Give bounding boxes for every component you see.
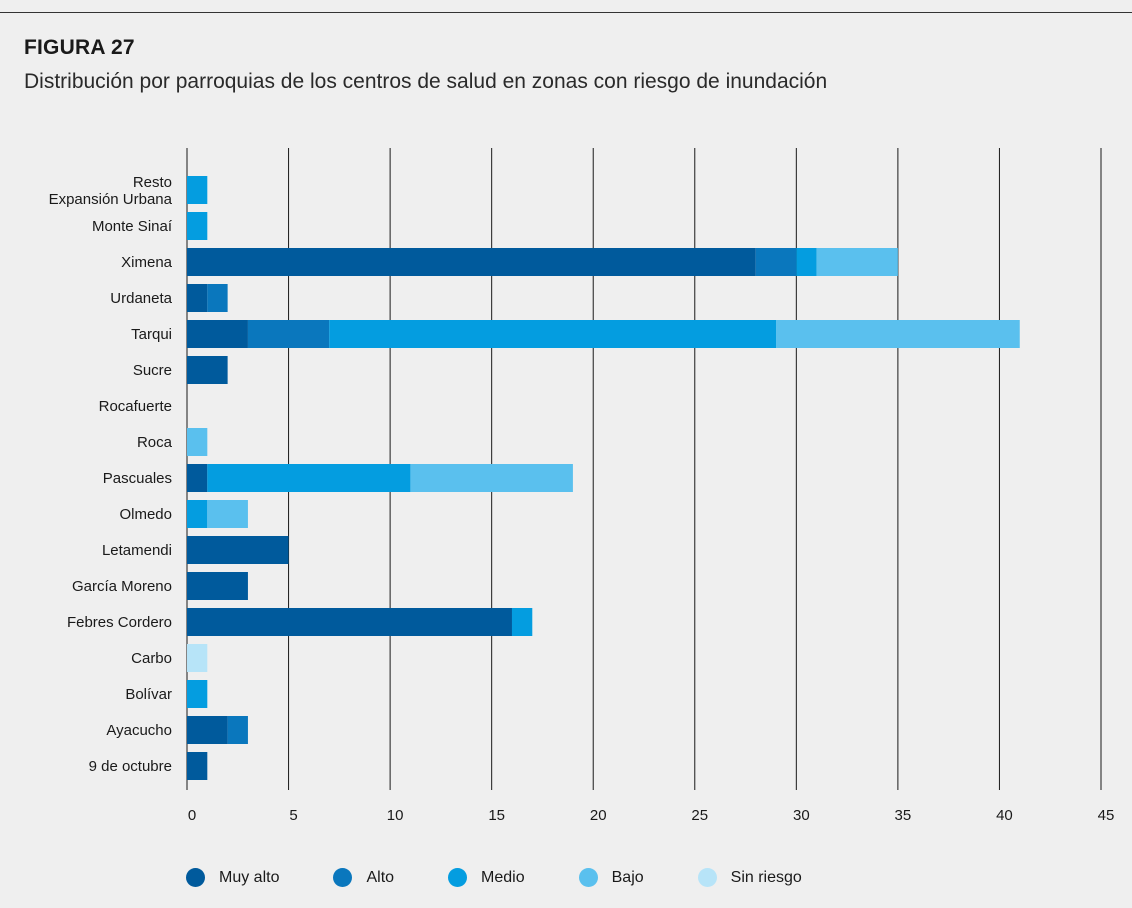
top-rule [0,12,1132,13]
category-label: García Moreno [72,578,172,595]
category-label: Monte Sinaí [92,218,173,235]
bar-segment [329,320,777,348]
bar-segment [187,716,228,744]
x-tick-label: 30 [793,807,810,824]
category-label: 9 de octubre [89,758,172,775]
category-label: Urdaneta [110,290,172,307]
bar-segment [410,464,573,492]
bar-segment [207,500,248,528]
x-tick-label: 35 [895,807,912,824]
x-tick-label: 25 [691,807,708,824]
legend: Muy alto Alto Medio Bajo Sin riesgo [186,868,856,887]
legend-label: Bajo [611,868,644,886]
bar-segment [187,284,208,312]
bar-segment [187,212,208,240]
category-label: Resto Expansión Urbana [49,174,173,208]
category-label: Roca [137,434,173,451]
bar-segment [796,248,817,276]
category-label: Tarqui [131,326,172,343]
category-label: Carbo [131,650,172,667]
legend-swatch [333,868,353,887]
legend-label: Muy alto [219,868,280,886]
category-label: Letamendi [102,542,172,559]
x-tick-label: 0 [188,807,196,824]
figure-title: Distribución por parroquias de los centr… [24,70,828,93]
category-label: Rocafuerte [99,398,172,415]
bar-segment [816,248,898,276]
legend-label: Alto [366,868,395,886]
x-tick-label: 45 [1098,807,1115,824]
category-label: Pascuales [103,470,172,487]
legend-item: Muy alto [186,868,279,887]
legend-swatch [578,868,598,887]
category-label: Ayacucho [106,722,172,739]
category-label: Sucre [133,362,172,379]
figure-label: FIGURA 27 [24,36,135,59]
legend-swatch [186,868,205,887]
bar-segment [247,320,330,348]
bar-segment [187,428,208,456]
x-tick-label: 40 [996,807,1013,824]
category-label: Febres Cordero [67,614,172,631]
legend-item: Alto [333,868,394,887]
bar-segment [755,248,797,276]
bar-segment [227,716,248,744]
bar-segment [187,680,208,708]
bar-segment [187,752,208,780]
bar-segment [187,536,289,564]
bar-segment [776,320,1020,348]
bar-segment [187,644,208,672]
bar-segment [187,320,248,348]
bar-segment [207,464,411,492]
bar-segment [187,356,228,384]
legend-swatch [697,868,717,887]
bar-segment [207,284,228,312]
x-tick-label: 20 [590,807,607,824]
bar-segment [187,572,248,600]
bar-segment [187,500,208,528]
x-tick-label: 5 [289,807,297,824]
legend-item: Medio [448,868,525,887]
legend-label: Sin riesgo [730,868,802,886]
x-tick-label: 10 [387,807,404,824]
bars [187,176,1020,780]
x-tick-label: 15 [488,807,505,824]
category-labels: Resto Expansión Urbana Monte Sinaí Ximena Ur… [49,174,173,775]
bar-segment [187,464,208,492]
bar-segment [187,176,208,204]
category-label: Bolívar [125,686,172,703]
category-label: Olmedo [119,506,172,523]
legend-item: Sin riesgo [697,868,802,887]
legend-label: Medio [481,868,525,886]
legend-swatch [448,868,468,887]
bar-segment [187,248,756,276]
category-label: Ximena [121,254,173,271]
x-tick-labels: 0 5 10 15 20 25 30 35 40 45 [188,807,1115,824]
bar-segment [187,608,512,636]
legend-item: Bajo [578,868,644,887]
bar-segment [511,608,533,636]
